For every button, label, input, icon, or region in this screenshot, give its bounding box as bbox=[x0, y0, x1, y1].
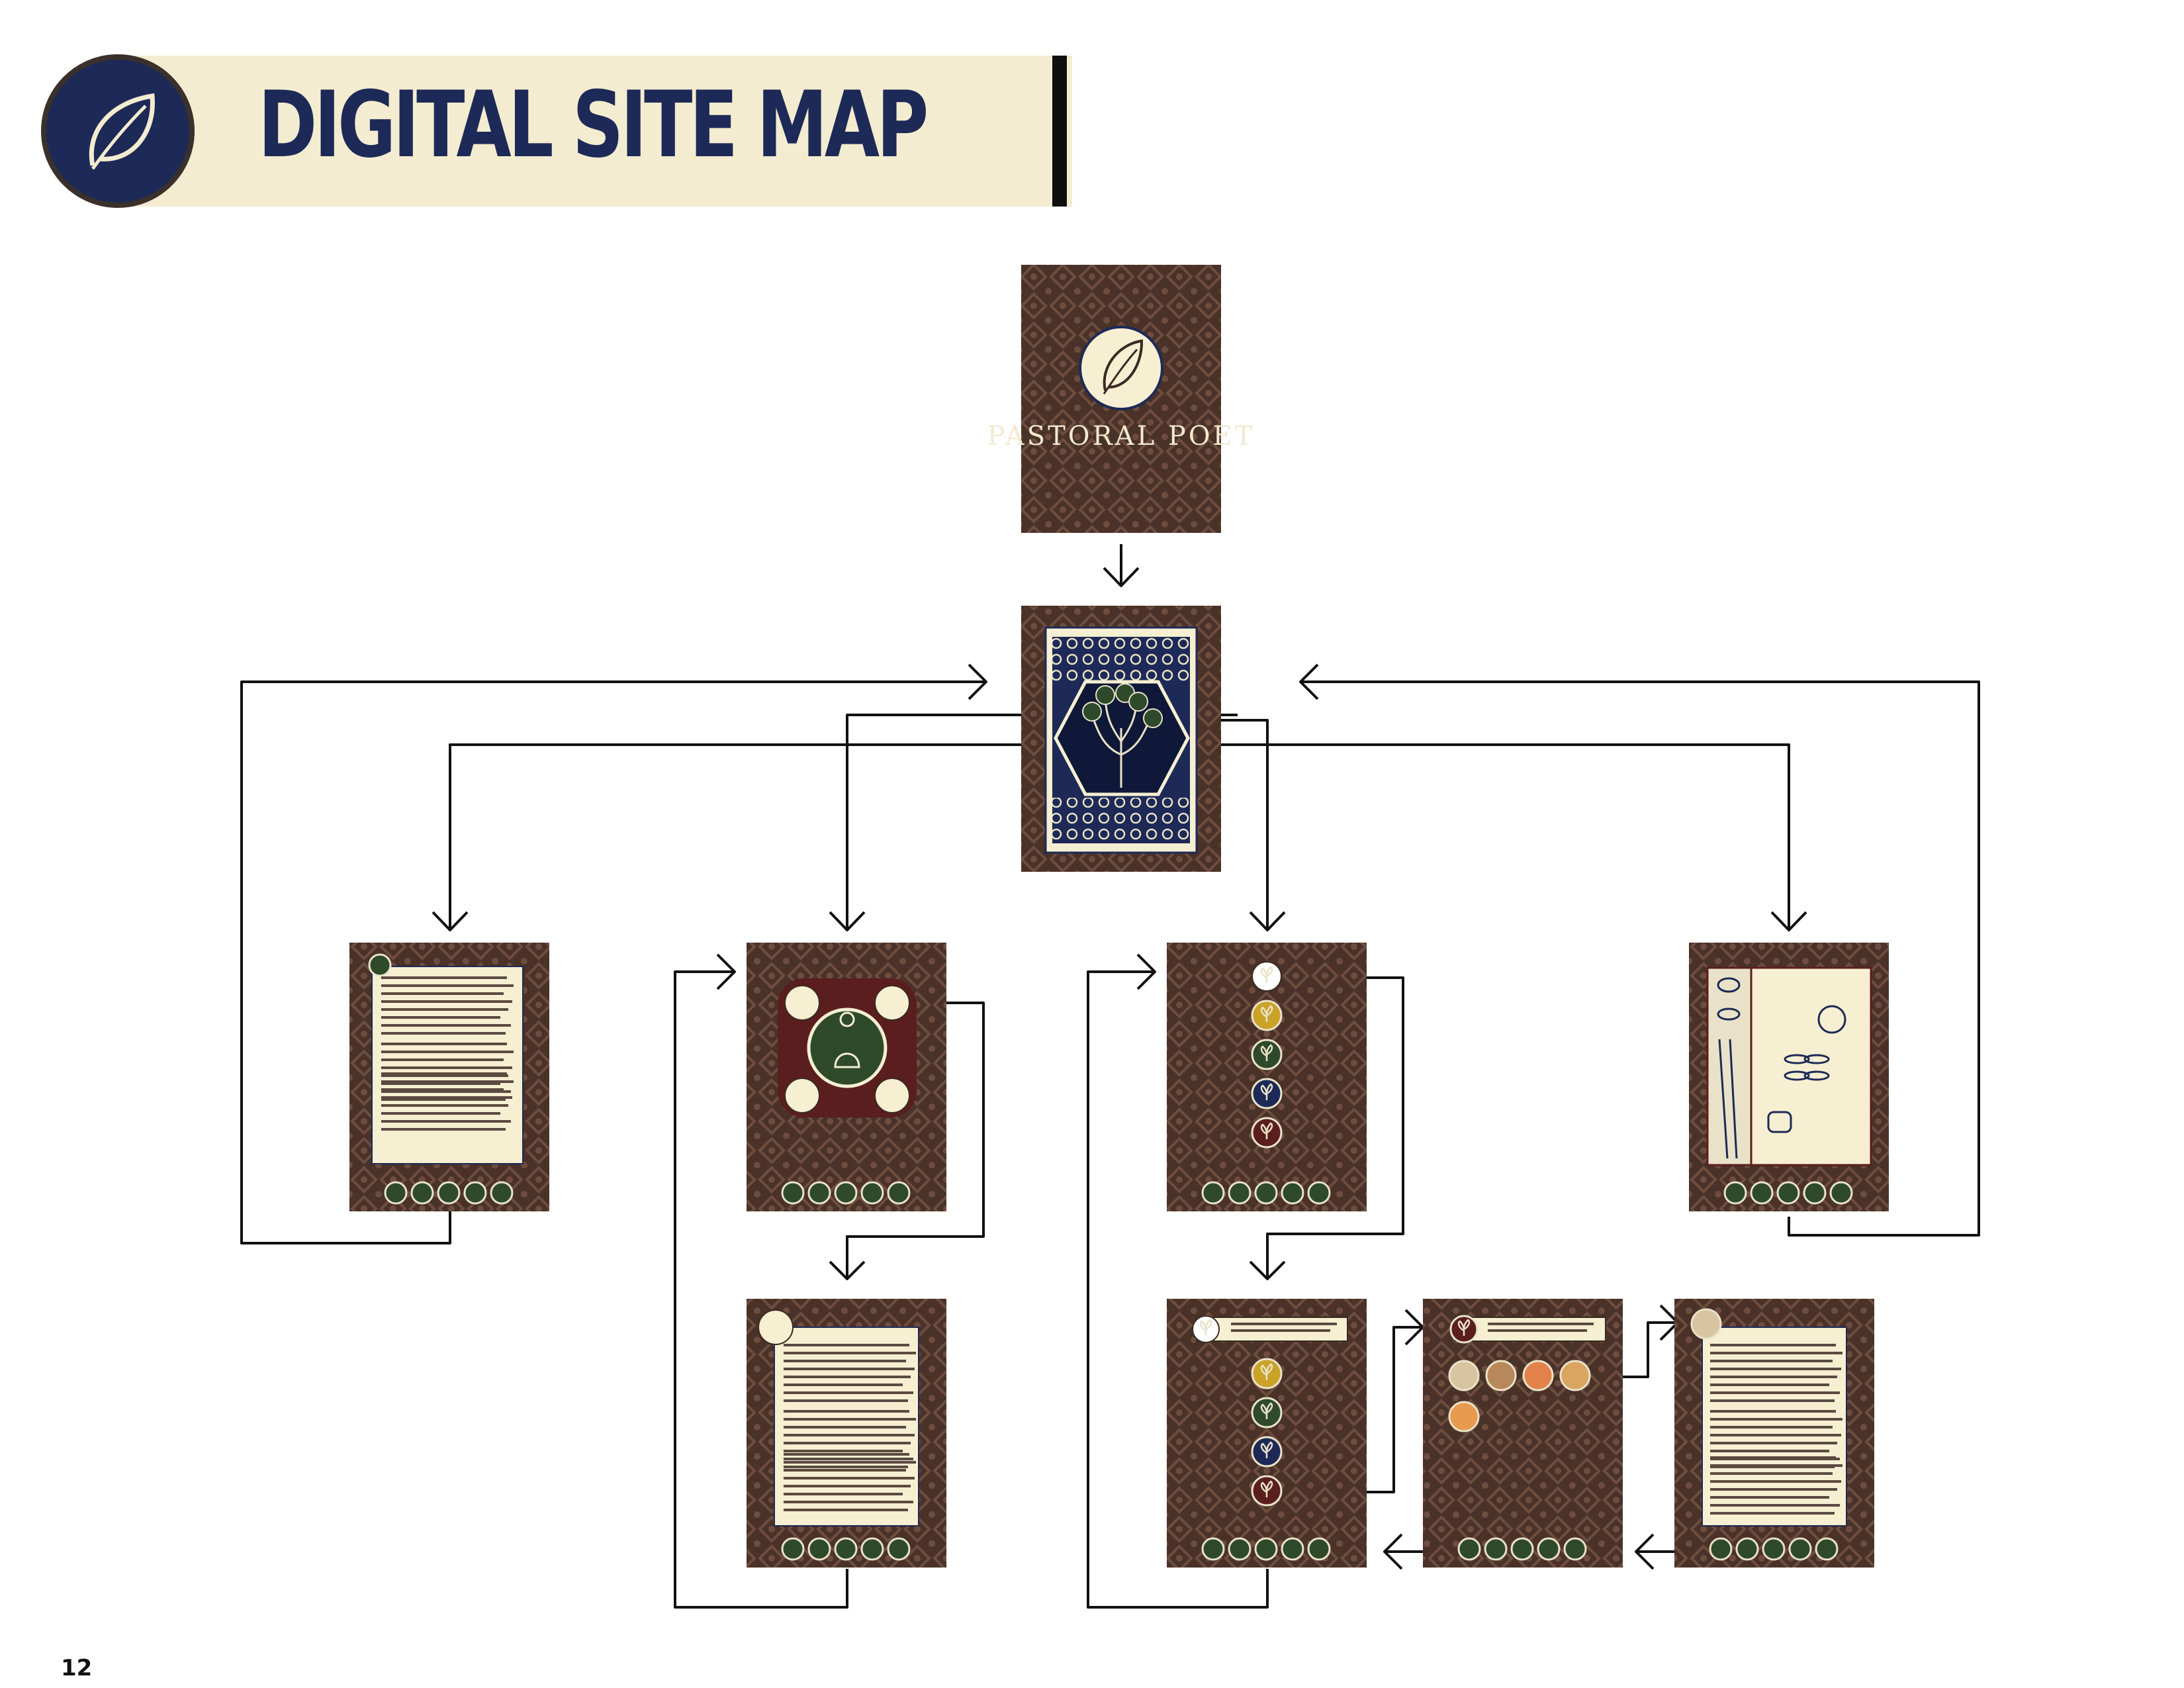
screen-tea-menu[interactable] bbox=[1167, 943, 1367, 1211]
buddha-icon bbox=[807, 1008, 887, 1088]
screen-teaware[interactable] bbox=[1689, 943, 1889, 1211]
page-title: DIGITAL SITE MAP bbox=[258, 71, 929, 178]
screen-philosophy-detail[interactable] bbox=[747, 1299, 946, 1568]
screen-splash[interactable]: PASTORAL POET bbox=[987, 265, 1255, 533]
page-number: 12 bbox=[61, 1655, 93, 1681]
teapot-icon bbox=[1717, 977, 1846, 1159]
screen-tea-selected[interactable] bbox=[1167, 1299, 1367, 1568]
screen-tea-products[interactable] bbox=[1423, 1299, 1623, 1568]
screen-tea-detail[interactable] bbox=[1674, 1299, 1874, 1568]
leaf-icon bbox=[368, 953, 392, 977]
leaf-icon bbox=[89, 93, 155, 170]
screen-philosophy[interactable] bbox=[747, 943, 946, 1211]
splash-title: PASTORAL POET bbox=[987, 421, 1255, 451]
connectors bbox=[240, 544, 1980, 1609]
buddha-icon bbox=[758, 1309, 794, 1345]
title-banner bbox=[99, 56, 1072, 207]
title-banner-edge bbox=[1052, 56, 1067, 207]
screen-legend[interactable] bbox=[349, 943, 549, 1211]
screen-home[interactable] bbox=[1021, 606, 1221, 872]
leaf-icon bbox=[1103, 339, 1144, 395]
bubble-tea-icon bbox=[1690, 1308, 1722, 1340]
logo bbox=[41, 54, 195, 208]
